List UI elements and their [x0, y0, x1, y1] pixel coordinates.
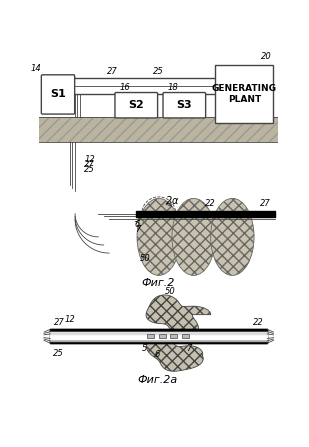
Bar: [182, 334, 189, 338]
Text: 14: 14: [30, 64, 41, 73]
Text: S1: S1: [50, 89, 66, 99]
Bar: [159, 334, 166, 338]
Text: 25: 25: [84, 165, 95, 174]
Text: 6: 6: [135, 220, 140, 229]
Bar: [170, 334, 177, 338]
Text: 50: 50: [165, 287, 176, 296]
Text: 27: 27: [54, 318, 65, 327]
Text: 7: 7: [186, 344, 191, 353]
FancyBboxPatch shape: [163, 93, 205, 118]
Text: 12: 12: [64, 315, 75, 324]
Bar: [182, 334, 189, 338]
Text: GENERATING
PLANT: GENERATING PLANT: [212, 84, 277, 104]
Text: Фиг.2а: Фиг.2а: [138, 375, 178, 385]
Text: 25: 25: [53, 349, 63, 358]
Polygon shape: [146, 338, 203, 371]
Bar: [170, 334, 177, 338]
Text: 22: 22: [253, 318, 263, 327]
Text: 27: 27: [84, 160, 95, 169]
FancyBboxPatch shape: [41, 75, 75, 114]
FancyBboxPatch shape: [115, 93, 158, 118]
Text: 2$\alpha$: 2$\alpha$: [165, 194, 180, 206]
Text: S3: S3: [176, 100, 192, 110]
Text: 18: 18: [167, 83, 178, 92]
Text: 16: 16: [119, 83, 130, 92]
Text: 20: 20: [261, 52, 272, 61]
Text: 7: 7: [135, 225, 140, 234]
Text: 27: 27: [260, 198, 271, 208]
Bar: [159, 334, 166, 338]
Bar: [147, 334, 154, 338]
Bar: [215, 65, 273, 123]
Text: S2: S2: [129, 100, 144, 110]
Ellipse shape: [137, 198, 180, 275]
Text: 25: 25: [153, 67, 164, 76]
Text: 5: 5: [142, 344, 147, 353]
Ellipse shape: [172, 198, 215, 275]
Bar: [39, 117, 278, 142]
Text: 22: 22: [205, 198, 216, 207]
Text: Фиг.2: Фиг.2: [141, 278, 175, 288]
Text: 6: 6: [155, 350, 160, 359]
Text: 27: 27: [107, 67, 118, 76]
Text: 12: 12: [84, 155, 95, 164]
Ellipse shape: [211, 198, 254, 275]
Text: 50: 50: [140, 254, 151, 263]
Polygon shape: [146, 295, 211, 337]
Bar: [147, 334, 154, 338]
Text: 5: 5: [135, 215, 140, 224]
